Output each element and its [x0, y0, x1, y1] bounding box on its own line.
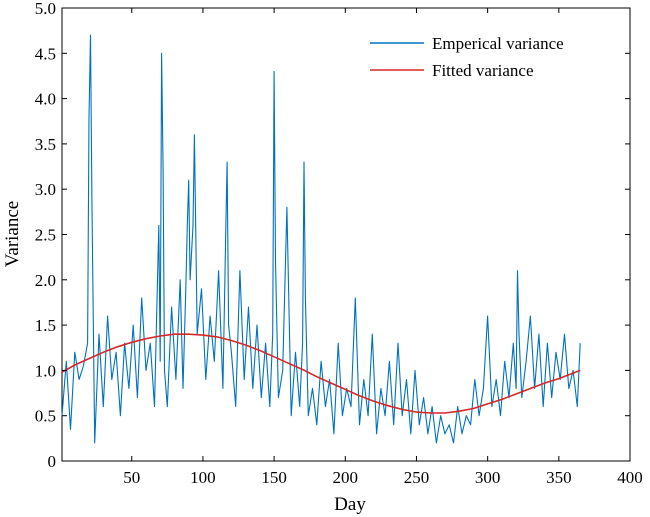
y-tick-label: 1.0	[35, 361, 56, 380]
legend-label-emperical: Emperical variance	[432, 34, 564, 53]
x-tick-label: 100	[190, 468, 216, 487]
series-line-emperical	[61, 34, 581, 444]
x-tick-label: 350	[546, 468, 572, 487]
y-tick-label: 3.5	[35, 135, 56, 154]
y-tick-label: 1.5	[35, 316, 56, 335]
x-axis-label: Day	[334, 494, 366, 515]
y-tick-label: 0	[48, 452, 57, 471]
series-line-fitted	[61, 333, 581, 414]
axis-ticks: 50 100 150 200 250 300 350 400 0 0.5 1.0 1.5 2.0 2.5 3…	[35, 0, 643, 487]
x-tick-label: 200	[333, 468, 359, 487]
x-tick-label: 50	[123, 468, 140, 487]
y-tick-label: 0.5	[35, 407, 56, 426]
x-tick-label: 300	[475, 468, 501, 487]
y-tick-label: 4.0	[35, 90, 56, 109]
data-layer	[61, 34, 581, 444]
y-tick-label: 3.0	[35, 180, 56, 199]
legend-label-fitted: Fitted variance	[432, 61, 534, 80]
x-tick-label: 150	[261, 468, 287, 487]
x-tick-label: 250	[404, 468, 430, 487]
y-axis-label: Variance	[2, 201, 23, 267]
y-tick-label: 4.5	[35, 44, 56, 63]
x-tick-label: 400	[617, 468, 643, 487]
y-tick-label: 2.5	[35, 226, 56, 245]
legend: Emperical variance Fitted variance	[370, 34, 564, 80]
y-tick-label: 2.0	[35, 271, 56, 290]
y-tick-label: 5.0	[35, 0, 56, 18]
